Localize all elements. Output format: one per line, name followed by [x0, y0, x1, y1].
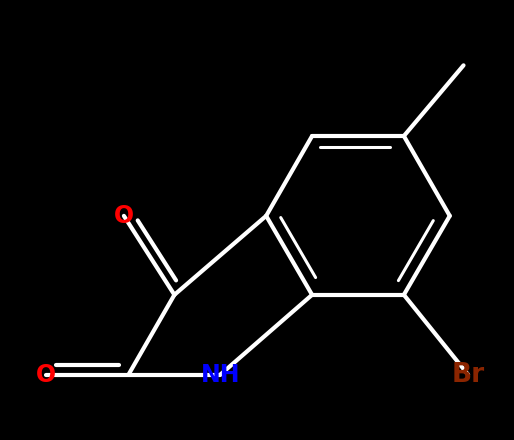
Text: NH: NH	[200, 363, 240, 387]
Text: O: O	[114, 204, 134, 228]
Text: O: O	[36, 363, 56, 387]
Text: Br: Br	[451, 362, 485, 388]
